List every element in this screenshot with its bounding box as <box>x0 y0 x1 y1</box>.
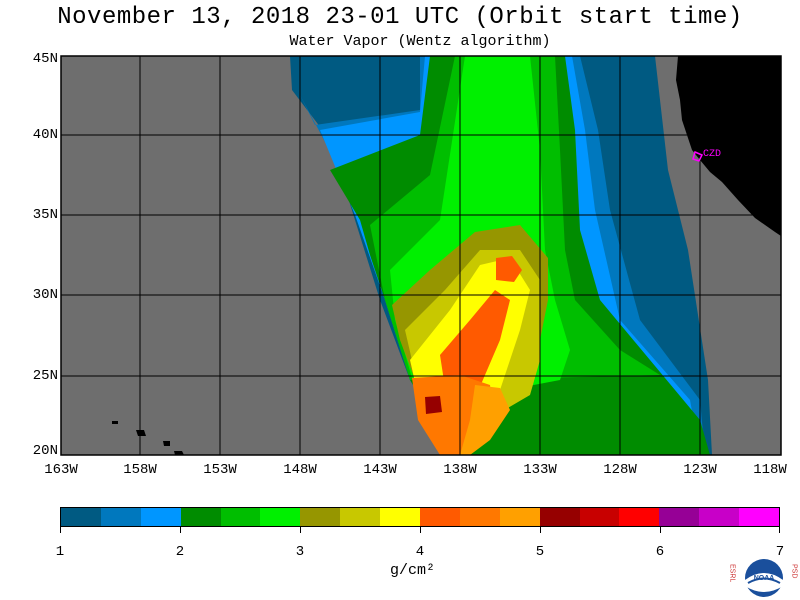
colorbar-cell <box>420 508 460 526</box>
swath-band-dark-red-spot <box>425 396 442 414</box>
lon-label: 118W <box>753 462 787 478</box>
noaa-logo-icon: NOAA ESRL PSD <box>729 559 798 597</box>
map-gridlines <box>61 56 781 455</box>
land-hawaii-3 <box>163 441 170 446</box>
colorbar-tick <box>300 527 301 533</box>
lat-label: 30N <box>32 287 58 303</box>
station-label: CZD <box>703 149 721 160</box>
colorbar-label: 5 <box>535 544 545 560</box>
colorbar-label: 4 <box>415 544 425 560</box>
map-frame <box>60 55 782 456</box>
lat-label: 35N <box>32 207 58 223</box>
lon-label: 163W <box>44 462 78 478</box>
colorbar-label: 7 <box>775 544 785 560</box>
colorbar-cell <box>499 508 540 526</box>
land-hawaii-1 <box>112 421 118 424</box>
colorbar <box>60 507 780 527</box>
logo-left-letters: ESRL <box>729 564 736 582</box>
colorbar-cell <box>340 508 381 526</box>
swath-band-light-orange <box>460 385 510 455</box>
colorbar-cell <box>659 508 700 526</box>
lon-label: 143W <box>363 462 397 478</box>
colorbar-label: 3 <box>295 544 305 560</box>
colorbar-cell <box>619 508 660 526</box>
lon-label: 158W <box>123 462 157 478</box>
colorbar-cell <box>739 508 780 526</box>
logo-right-letters: PSD <box>791 564 798 578</box>
colorbar-cell <box>459 508 500 526</box>
lat-label: 45N <box>32 51 58 67</box>
colorbar-cell <box>100 508 141 526</box>
colorbar-tick <box>180 527 181 533</box>
colorbar-label: 1 <box>55 544 65 560</box>
land-hawaii-4 <box>174 451 184 455</box>
colorbar-cell <box>579 508 620 526</box>
colorbar-tick <box>660 527 661 533</box>
lat-label: 40N <box>32 127 58 143</box>
colorbar-tick <box>420 527 421 533</box>
map-subtitle: Water Vapor (Wentz algorithm) <box>289 33 551 50</box>
colorbar-cell <box>61 508 101 526</box>
swath-band-red-spot <box>496 256 522 282</box>
colorbar-label: 2 <box>175 544 185 560</box>
colorbar-tick <box>540 527 541 533</box>
map-title: November 13, 2018 23-01 UTC (Orbit start… <box>57 4 743 31</box>
lon-label: 123W <box>683 462 717 478</box>
colorbar-cell <box>300 508 341 526</box>
colorbar-label: 6 <box>655 544 665 560</box>
logo-center-text: NOAA <box>754 575 775 582</box>
lon-label: 128W <box>603 462 637 478</box>
colorbar-unit: g/cm² <box>390 562 436 579</box>
lat-label: 25N <box>32 368 58 384</box>
colorbar-cell <box>220 508 261 526</box>
lon-label: 138W <box>443 462 477 478</box>
station-marker-icon <box>692 150 704 162</box>
colorbar-cell <box>140 508 181 526</box>
lat-label: 20N <box>32 443 58 459</box>
land-hawaii-2 <box>136 430 146 436</box>
colorbar-tick <box>60 527 61 533</box>
lon-label: 153W <box>203 462 237 478</box>
colorbar-cell <box>380 508 421 526</box>
lon-label: 133W <box>523 462 557 478</box>
colorbar-cell <box>539 508 580 526</box>
lon-label: 148W <box>283 462 317 478</box>
colorbar-tick <box>779 527 780 533</box>
colorbar-cell <box>180 508 221 526</box>
land-west-coast <box>676 56 781 236</box>
colorbar-cell <box>260 508 301 526</box>
colorbar-cell <box>699 508 740 526</box>
